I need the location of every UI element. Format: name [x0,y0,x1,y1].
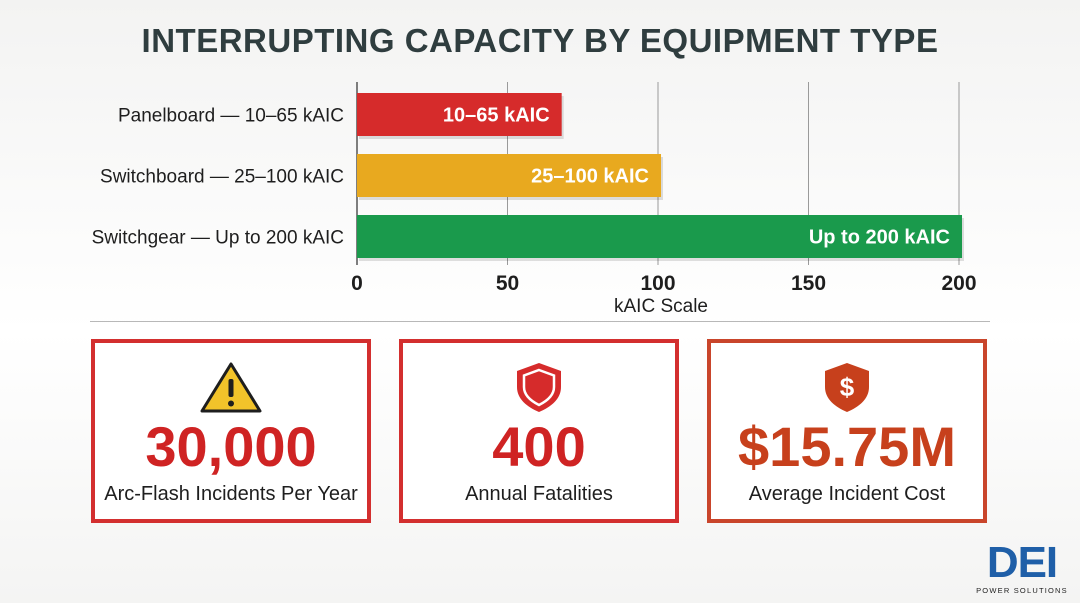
x-tick-label: 100 [640,272,675,295]
dollar-shield-icon: $ [825,363,869,412]
stat-value: 400 [492,415,586,478]
x-tick-label: 150 [791,272,826,295]
x-axis-title: kAIC Scale [614,296,708,317]
stat-value: 30,000 [145,415,317,478]
logo-subtitle: POWER SOLUTIONS [976,586,1068,595]
shield-icon [517,363,561,412]
bar-value-label: 25–100 kAIC [531,166,649,188]
category-label: Panelboard — 10–65 kAIC [118,106,344,127]
stat-card-fatalities: 400 Annual Fatalities [399,339,679,523]
x-tick-label: 50 [496,272,519,295]
chart-title: INTERRUPTING CAPACITY BY EQUIPMENT TYPE [141,22,939,59]
x-tick-label: 200 [941,272,976,295]
category-label: Switchboard — 25–100 kAIC [100,167,344,188]
bar [357,215,963,258]
bar [357,93,562,136]
bar-value-label: Up to 200 kAIC [809,227,950,249]
stat-card-cost: $ $15.75M Average Incident Cost [707,339,987,523]
stat-caption: Annual Fatalities [465,483,613,505]
bar-chart: 10–65 kAIC Panelboard — 10–65 kAIC 25–100 … [92,82,977,317]
stat-caption: Average Incident Cost [748,483,946,505]
stat-caption: Arc-Flash Incidents Per Year [104,483,358,505]
company-logo: DEI POWER SOLUTIONS [975,540,1069,596]
stat-value: $15.75M [738,415,956,478]
warning-icon [200,362,262,413]
category-label: Switchgear — Up to 200 kAIC [92,228,344,249]
stat-card-incidents: 30,000 Arc-Flash Incidents Per Year [91,339,371,523]
logo-wordmark: DEI [986,538,1058,587]
bar [357,154,662,197]
section-divider [90,321,990,322]
bar-value-label: 10–65 kAIC [443,105,550,127]
x-tick-label: 0 [351,272,363,295]
svg-text:$: $ [840,372,855,402]
